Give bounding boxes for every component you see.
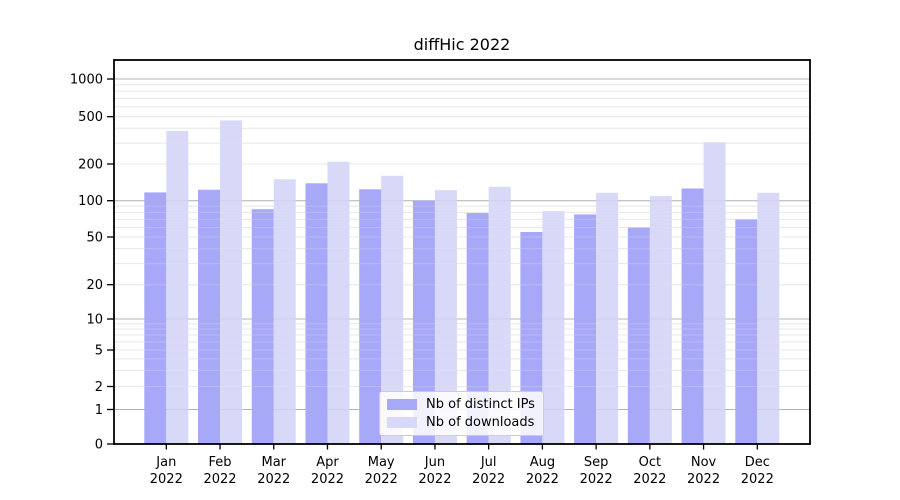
x-label-year-aug: 2022 (526, 472, 559, 487)
bar-ips-may (359, 189, 382, 444)
x-label-year-apr: 2022 (311, 472, 344, 487)
x-label-year-jan: 2022 (150, 472, 183, 487)
bar-downloads-dec (757, 192, 780, 444)
bar-ips-sep (574, 214, 597, 444)
x-label-month-jul: Jul (480, 455, 497, 470)
y-tick-label-2: 2 (95, 380, 103, 395)
y-tick-label-20: 20 (86, 278, 103, 293)
x-label-month-apr: Apr (316, 455, 339, 470)
bar-downloads-feb (220, 120, 243, 445)
x-label-year-feb: 2022 (203, 472, 236, 487)
bar-downloads-jul (488, 186, 511, 444)
y-tick-label-100: 100 (78, 194, 103, 209)
chart-title: diffHic 2022 (413, 35, 511, 54)
legend-label-downloads: Nb of downloads (426, 414, 535, 430)
x-label-year-dec: 2022 (741, 472, 774, 487)
y-tick-label-5: 5 (95, 344, 103, 359)
plot-border (113, 59, 811, 445)
x-label-month-feb: Feb (209, 455, 232, 470)
y-tick-label-50: 50 (86, 231, 103, 246)
bar-ips-jul (466, 213, 489, 444)
y-tick-label-10: 10 (86, 313, 103, 328)
bar-ips-jun (412, 200, 435, 444)
x-label-month-may: May (368, 455, 395, 470)
bar-downloads-aug (542, 211, 565, 444)
bar-downloads-oct (649, 196, 672, 444)
bar-downloads-mar (273, 179, 296, 444)
legend-swatch-downloads (387, 416, 417, 428)
bar-ips-nov (681, 188, 704, 444)
y-tick-label-200: 200 (78, 158, 103, 173)
legend-swatch-ips (387, 399, 417, 411)
x-label-year-may: 2022 (365, 472, 398, 487)
bar-ips-apr (305, 183, 328, 444)
bar-ips-mar (251, 209, 274, 444)
bar-downloads-apr (327, 161, 350, 445)
bar-downloads-jan (166, 130, 189, 444)
bar-ips-oct (627, 227, 650, 444)
bar-ips-feb (198, 189, 221, 444)
x-label-month-jan: Jan (155, 455, 176, 470)
y-tick-label-0: 0 (95, 438, 103, 453)
bar-downloads-may (381, 175, 404, 444)
x-label-month-dec: Dec (745, 455, 770, 470)
bar-ips-jan (144, 192, 167, 444)
x-label-month-jun: Jun (424, 455, 445, 470)
y-tick-label-1: 1 (95, 403, 103, 418)
y-tick-label-500: 500 (78, 110, 103, 125)
x-label-year-oct: 2022 (633, 472, 666, 487)
x-label-month-oct: Oct (639, 455, 661, 470)
legend-item-downloads: Nb of downloads (387, 416, 535, 429)
x-label-year-jul: 2022 (472, 472, 505, 487)
x-label-month-mar: Mar (261, 455, 286, 470)
legend: Nb of distinct IPs Nb of downloads (379, 391, 544, 436)
bar-downloads-jun (434, 190, 457, 444)
bar-downloads-sep (596, 192, 619, 444)
legend-item-ips: Nb of distinct IPs (387, 398, 535, 411)
x-label-year-sep: 2022 (580, 472, 613, 487)
bar-downloads-nov (703, 142, 726, 444)
legend-label-ips: Nb of distinct IPs (426, 397, 535, 413)
x-label-month-aug: Aug (530, 455, 555, 470)
y-tick-label-1000: 1000 (70, 73, 103, 88)
x-label-month-sep: Sep (584, 455, 609, 470)
bar-ips-dec (735, 219, 758, 444)
x-label-year-mar: 2022 (257, 472, 290, 487)
x-label-year-jun: 2022 (418, 472, 451, 487)
x-label-year-nov: 2022 (687, 472, 720, 487)
x-label-month-nov: Nov (691, 455, 717, 470)
